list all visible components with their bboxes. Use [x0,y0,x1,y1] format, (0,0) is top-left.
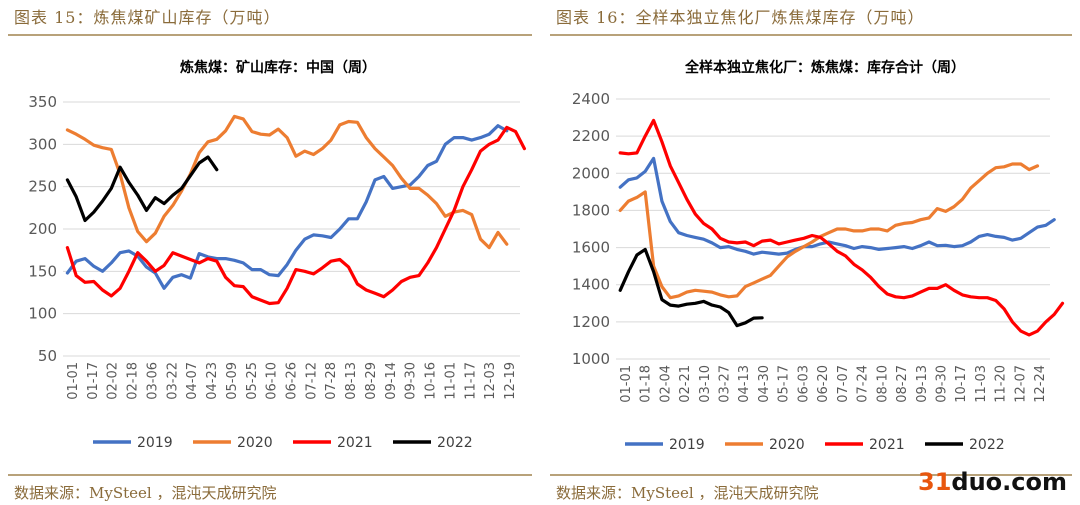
chart1-x-tick-label: 12-19 [503,362,518,400]
chart1-y-tick-label: 100 [28,305,57,323]
chart2-x-tick-label: 06-20 [816,365,831,403]
chart2-x-tick-label: 02-21 [678,365,693,403]
chart1-x-tick-label: 09-14 [384,362,399,400]
chart1-x-tick-label: 02-18 [126,362,141,400]
chart1-y-tick-label: 250 [28,178,57,196]
chart2-x-tick-label: 01-01 [619,365,634,403]
chart2-x-tick-label: 11-20 [994,365,1009,403]
chart2-series-2019-line [618,156,1056,256]
chart1-x-tick-label: 03-06 [145,362,160,400]
chart2-y-tick-label: 1600 [572,239,610,257]
chart2-series-2021-line [618,118,1065,337]
left-source-note: 数据来源：MySteel ，混沌天成研究院 [14,484,277,502]
chart2-legend-label-2019: 2019 [669,437,705,453]
chart1-series-2019-line [65,124,509,290]
chart2-x-tick-label: 09-30 [935,365,950,403]
chart2-y-tick-label: 1400 [572,276,610,294]
chart2-x-tick-label: 02-04 [658,365,673,403]
chart2-x-tick-label: 08-27 [895,365,910,403]
chart1-x-tick-label: 05-09 [225,362,240,400]
chart2-x-tick-label: 03-27 [718,365,733,403]
chart1-y-tick-label: 150 [28,262,57,280]
watermark-text: duo.com [951,468,1067,496]
chart2-legend-label-2020: 2020 [769,437,805,453]
chart2-x-tick-label: 12-24 [1033,365,1048,403]
chart2-legend-label-2022: 2022 [969,437,1005,453]
chart2-x-tick-label: 09-13 [915,365,930,403]
chart2-legend-label-2021: 2021 [869,437,905,453]
chart2-x-tick-label: 01-18 [639,365,654,403]
chart1-x-tick-label: 05-25 [245,362,260,400]
left-figure-title: 图表 15：炼焦煤矿山库存（万吨） [14,8,281,27]
chart1-x-tick-label: 10-16 [424,362,439,400]
left-top-rule [8,34,532,36]
chart1-x-tick-label: 06-26 [285,362,300,400]
chart1-y-tick-label: 50 [38,347,57,365]
chart1-x-tick-label: 01-01 [66,362,81,400]
chart2-x-tick-label: 07-07 [836,365,851,403]
chart1-y-tick-label: 200 [28,220,57,238]
chart1-legend-label-2020: 2020 [237,435,273,451]
chart1-x-tick-label: 12-03 [483,362,498,400]
chart2-y-tick-label: 1000 [572,350,610,368]
chart1-x-tick-label: 04-07 [185,362,200,400]
chart1-x-tick-label: 06-10 [265,362,280,400]
chart2-x-tick-label: 08-10 [875,365,890,403]
chart1-x-tick-label: 01-17 [86,362,101,400]
chart1-x-tick-label: 08-13 [344,362,359,400]
chart2-y-tick-label: 2400 [572,90,610,108]
chart2-x-tick-label: 10-17 [954,365,969,403]
left-chart: 炼焦煤：矿山库存：中国（周） 50 100 150 200 250 300 350 01-01 0… [28,59,527,451]
chart2-title: 全样本独立焦化厂：炼焦煤：库存合计（周） [684,59,965,76]
chart2-x-tick-label: 07-24 [856,365,871,403]
chart1-x-tick-label: 03-22 [165,362,180,400]
chart1-x-tick-label: 09-30 [404,362,419,400]
chart1-x-tick-label: 08-29 [364,362,379,400]
chart2-x-tick-label: 12-07 [1013,365,1028,403]
chart2-series-2020-line [618,162,1040,300]
right-bottom-rule [550,474,1072,476]
chart2-y-tick-label: 2000 [572,164,610,182]
chart1-series-2022-line [65,155,219,223]
chart1-x-tick-label: 11-01 [443,362,458,400]
right-top-rule [550,34,1072,36]
chart2-y-tick-label: 2200 [572,127,610,145]
chart2-x-tick-label: 11-03 [974,365,989,403]
chart2-x-tick-label: 05-17 [777,365,792,403]
chart2-y-tick-label: 1200 [572,313,610,331]
chart2-series-2022-line [618,247,764,328]
chart1-y-tick-label: 300 [28,135,57,153]
chart1-x-tick-label: 07-12 [304,362,319,400]
watermark-number: 31 [918,468,952,496]
chart1-title: 炼焦煤：矿山库存：中国（周） [180,59,376,76]
chart2-x-tick-label: 06-03 [796,365,811,403]
chart1-series-2021-line [65,125,527,306]
chart1-series-2020-line [65,114,509,250]
chart2-y-tick-label: 1800 [572,201,610,219]
right-figure-title: 图表 16：全样本独立焦化厂炼焦煤库存（万吨） [556,8,925,27]
chart2-x-tick-label: 03-10 [698,365,713,403]
right-chart: 全样本独立焦化厂：炼焦煤：库存合计（周） 1000 1200 1400 1600 1800… [572,59,1065,453]
chart1-x-tick-label: 11-17 [463,362,478,400]
chart1-x-tick-label: 04-23 [205,362,220,400]
chart1-legend-label-2021: 2021 [337,435,373,451]
chart1-legend-label-2019: 2019 [137,435,173,451]
chart2-x-tick-label: 04-13 [737,365,752,403]
chart1-x-tick-label: 02-02 [106,362,121,400]
chart1-y-tick-label: 350 [28,93,57,111]
watermark-logo: 31duo.com [918,468,1067,496]
left-bottom-rule [8,474,532,476]
right-source-note: 数据来源：MySteel ，混沌天成研究院 [556,484,819,502]
chart2-x-tick-label: 04-30 [757,365,772,403]
chart1-legend-label-2022: 2022 [437,435,473,451]
chart1-x-tick-label: 07-28 [324,362,339,400]
